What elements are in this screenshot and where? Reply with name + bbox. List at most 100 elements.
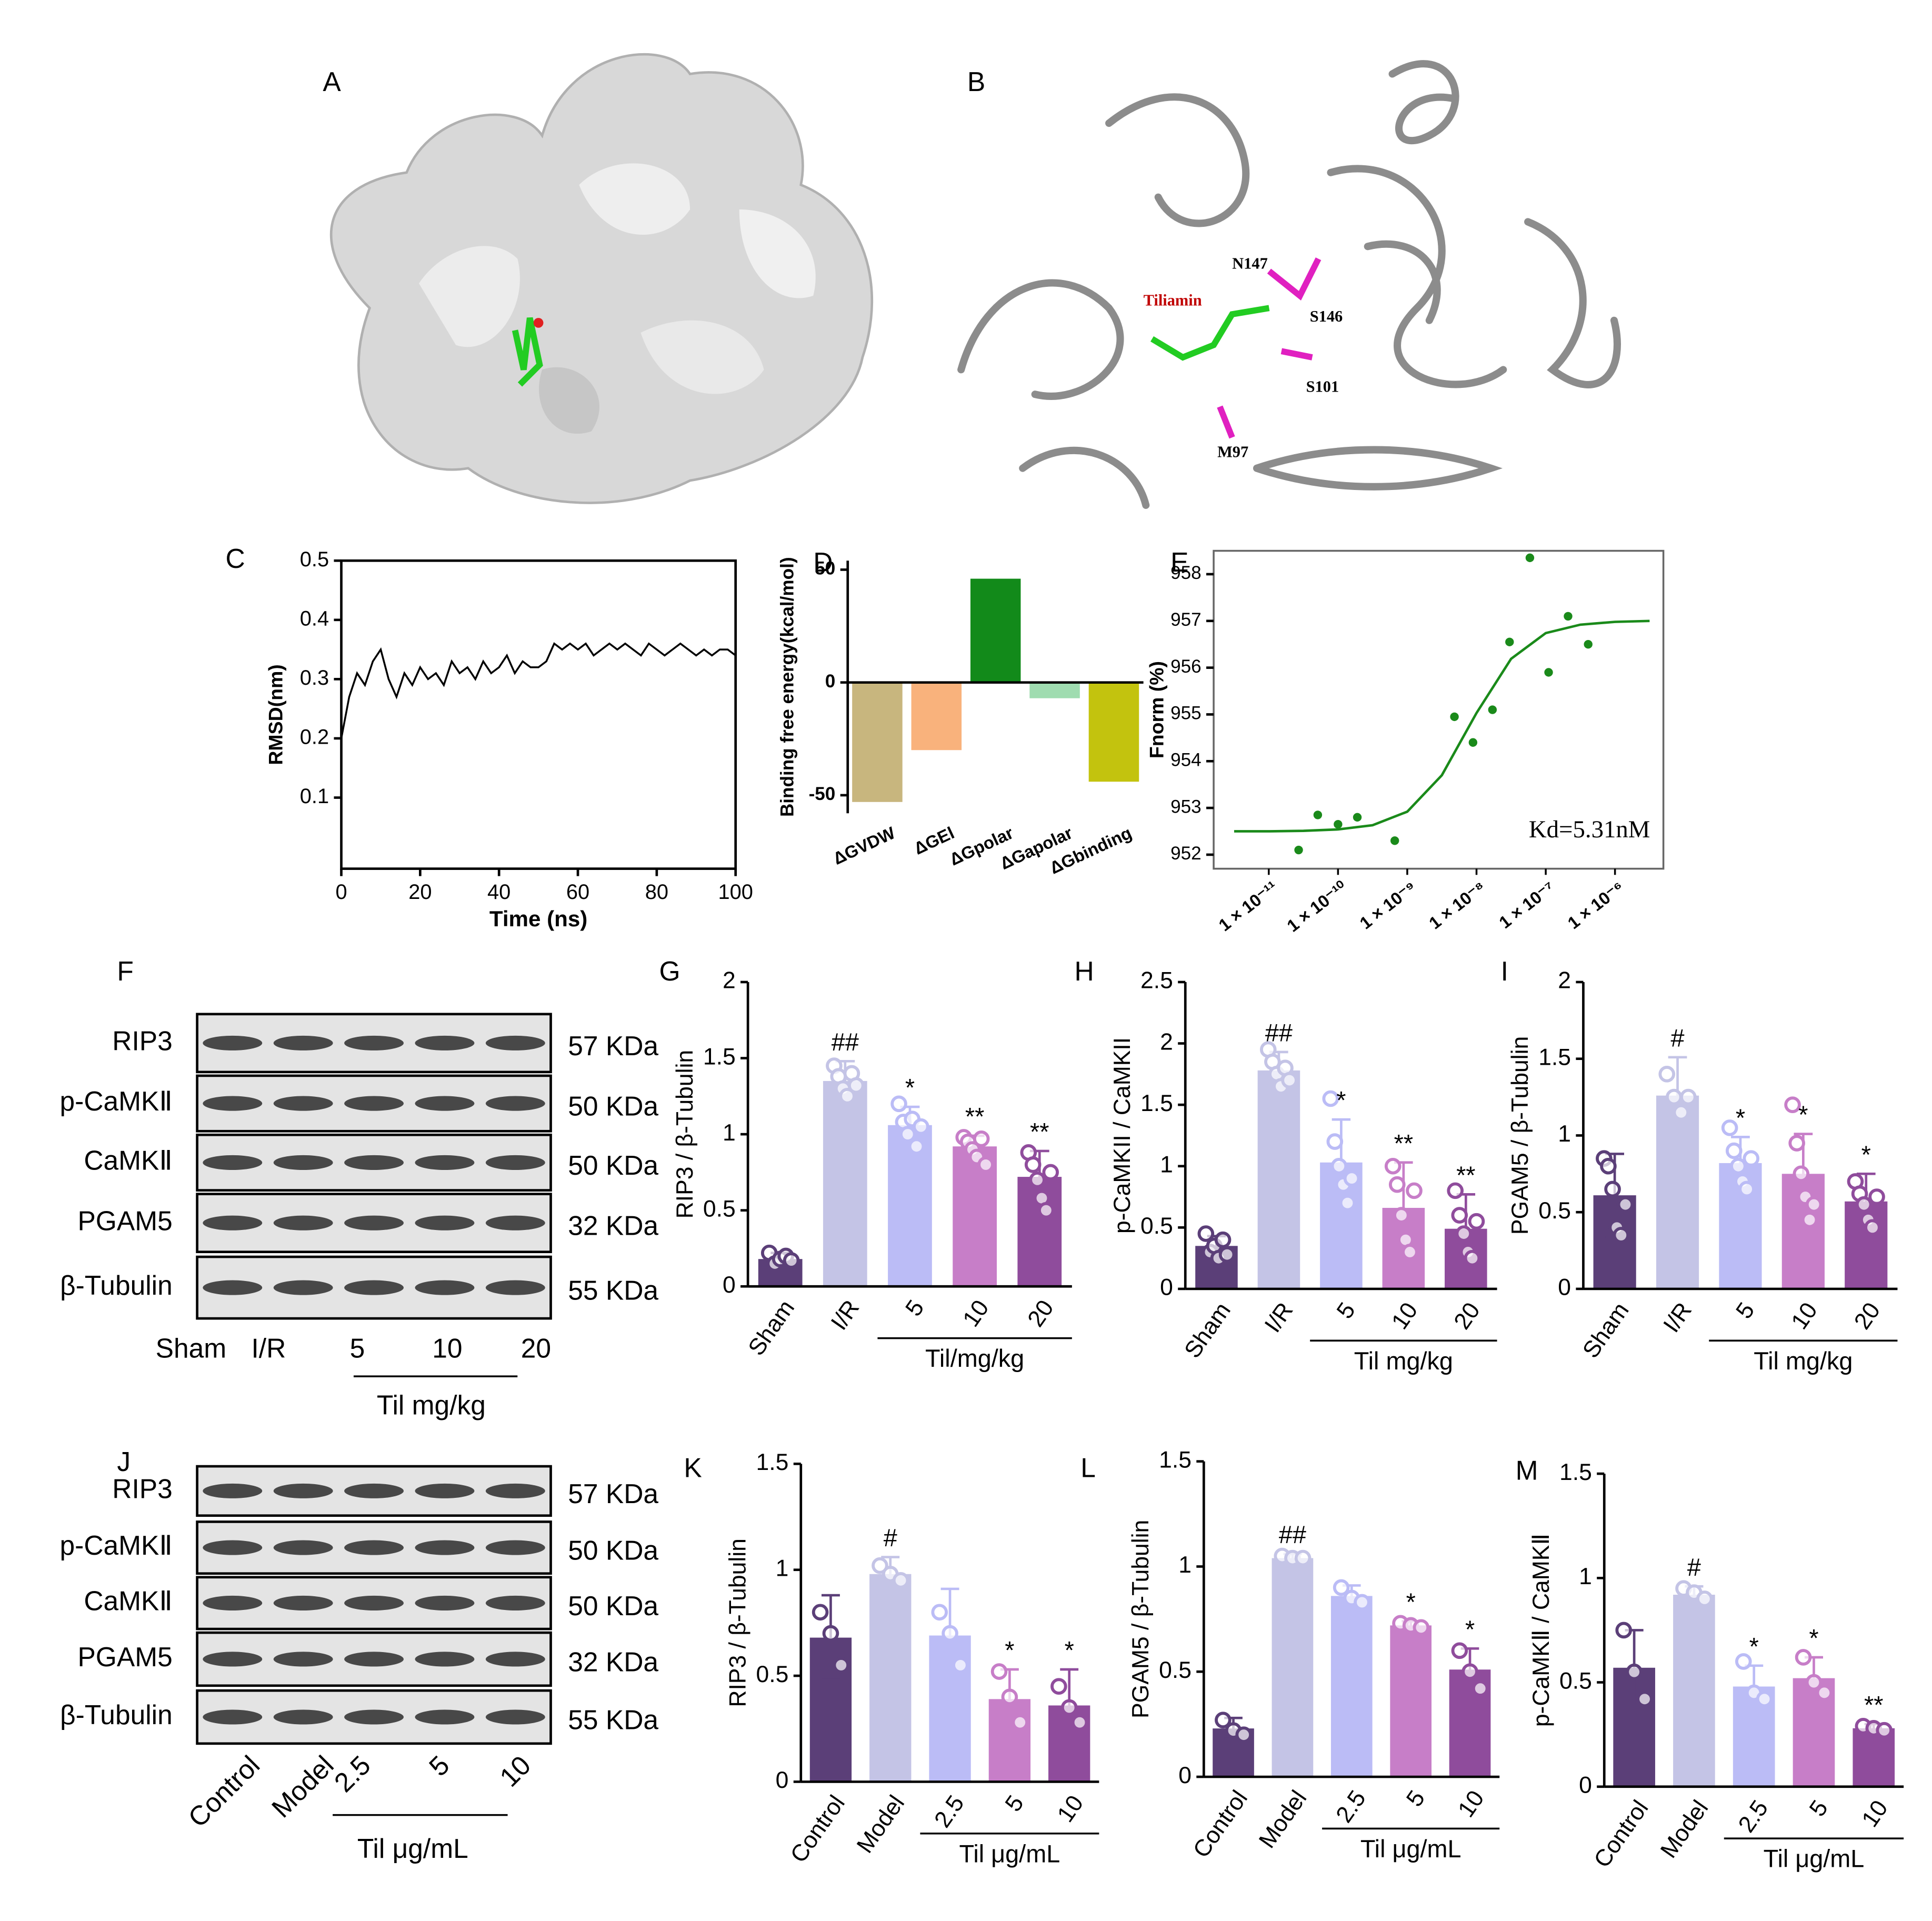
blot-band [485,1096,545,1111]
blot-row-label: RIP3 [112,1473,172,1504]
significance-label: * [1465,1616,1475,1643]
group-label: Til μg/mL [959,1840,1060,1867]
data-point [1876,1722,1893,1739]
data-point [1801,1211,1818,1228]
blot-band [485,1540,545,1555]
data-point [812,1604,829,1621]
y-tick-label: 50 [815,558,835,579]
data-point [1001,1688,1018,1706]
x-tick-label: Sham [1179,1298,1236,1363]
data-point [1488,705,1497,714]
blot-row-label: p-CaMKⅡ [60,1530,173,1560]
bar [869,1574,912,1782]
blot-band [203,1280,263,1295]
data-point [783,1252,800,1269]
blot-row-label: β-Tubulin [60,1270,173,1300]
y-tick-label: -50 [809,784,836,804]
blot-band [273,1280,333,1295]
panel-label: A [323,66,341,97]
y-tick-label: 0.5 [1538,1198,1571,1224]
data-point [1738,1180,1755,1198]
bar [1673,1595,1715,1787]
panel-label: L [1080,1453,1096,1483]
significance-label: * [1005,1637,1014,1664]
data-point [1636,1690,1653,1708]
y-tick-label: 1.5 [703,1044,736,1069]
ligand [1150,257,1322,439]
x-tick-label: 1 × 10⁻¹¹ [1215,877,1281,935]
x-tick-label: 1 × 10⁻⁸ [1425,877,1489,933]
blot-band [273,1709,333,1725]
y-tick-label: 0 [723,1272,736,1298]
group-label: Til/mg/kg [925,1345,1024,1372]
panel-label: G [659,956,680,986]
lane-label: Model [266,1749,339,1823]
panel-label: D [813,547,833,577]
y-axis-label: p-CaMKⅡ / CaMKⅡ [1528,1534,1554,1727]
blot-band [203,1540,263,1555]
lane-label: 2.5 [328,1749,376,1798]
y-tick-label: 2 [723,968,736,994]
x-tick-label: 10 [958,1295,994,1332]
data-point [1735,1653,1752,1670]
blot-band [203,1652,263,1667]
data-point [1696,1590,1713,1607]
data-point [1451,1207,1468,1224]
blot-band [273,1652,333,1667]
x-tick-label: I/R [826,1295,865,1335]
blot-band [415,1540,475,1555]
x-tick-label: Control [786,1791,850,1868]
data-point [908,1138,925,1155]
blot-band [415,1483,475,1498]
data-point [1413,1619,1430,1636]
data-point [1680,1088,1697,1106]
x-tick-label: 10 [1453,1786,1489,1822]
y-tick-label: 0.4 [300,607,329,630]
blot-size-label: 55 KDa [568,1275,658,1306]
data-point [1544,668,1553,677]
blot-band [273,1595,333,1610]
data-point [1725,1142,1743,1159]
lane-label: 10 [432,1333,462,1364]
data-point [822,1625,839,1642]
panel-label: M [1516,1455,1538,1485]
significance-label: ** [965,1103,984,1130]
x-tick-label: 2.5 [1734,1796,1774,1837]
protein-ribbon [957,60,1621,509]
panel-label: B [967,66,985,97]
data-point [1313,811,1323,819]
x-tick-label: 20 [1449,1298,1485,1334]
x-tick-label: 10 [1053,1791,1089,1827]
data-point [1855,1196,1873,1213]
blot-band [344,1595,404,1610]
data-point [1384,1157,1402,1175]
x-tick-label: 10 [1786,1298,1823,1334]
significance-label: # [1687,1554,1701,1581]
data-point [1215,1712,1232,1728]
significance-label: * [1406,1588,1416,1616]
blot-band [344,1280,404,1295]
y-tick-label: 1.5 [1159,1447,1192,1473]
data-point [1805,1196,1823,1213]
bar [1330,1596,1373,1777]
y-tick-label: 2 [1160,1029,1173,1055]
lane-label: I/R [251,1333,286,1364]
significance-label: ** [1394,1129,1413,1157]
data-point [1353,813,1362,822]
blot-row-label: RIP3 [112,1025,172,1056]
x-tick-label: Model [1254,1786,1312,1853]
data-point [1402,1244,1418,1260]
lane-label: 5 [423,1749,455,1782]
y-tick-label: 954 [1170,750,1202,771]
blot-band [273,1096,333,1111]
significance-label: # [1671,1024,1685,1052]
blot-row-label: β-Tubulin [60,1699,173,1730]
x-tick-label: Control [1188,1786,1253,1863]
bar [1029,682,1080,698]
bar [1257,1070,1300,1289]
blot-band [415,1280,475,1295]
data-point [1218,1246,1236,1263]
panel-label: I [1501,956,1508,986]
blot-band [485,1709,545,1725]
